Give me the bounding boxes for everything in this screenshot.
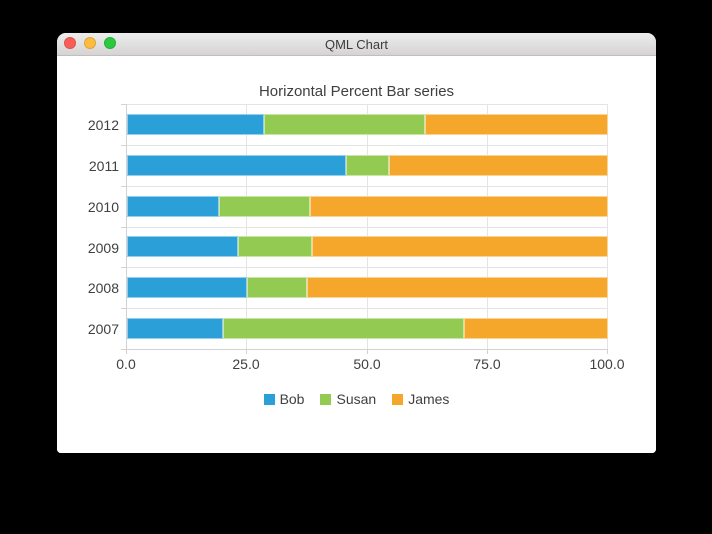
x-axis-label-25.0: 25.0	[232, 356, 260, 372]
bar-segment-bob-2008	[127, 277, 248, 298]
y-axis-tick	[121, 308, 126, 309]
bar-segment-bob-2009	[127, 236, 239, 257]
legend-item-susan: Susan	[320, 391, 376, 407]
gridline-horizontal	[126, 145, 607, 146]
gridline-horizontal	[126, 104, 607, 105]
gridline-vertical	[487, 104, 488, 349]
bar-segment-bob-2011	[127, 155, 346, 176]
gridline-horizontal	[126, 267, 607, 268]
bar-segment-james-2011	[389, 155, 609, 176]
x-axis-tick	[607, 349, 608, 354]
y-axis-tick	[121, 104, 126, 105]
y-axis-label-2010: 2010	[87, 198, 119, 215]
legend-label-susan: Susan	[336, 391, 377, 407]
legend-item-bob: Bob	[263, 391, 305, 407]
gridline-horizontal	[126, 227, 607, 228]
legend-label-james: James	[408, 391, 450, 407]
bar-segment-susan-2009	[238, 236, 312, 257]
bar-segment-james-2007	[463, 318, 608, 339]
bar-segment-james-2010	[310, 196, 608, 217]
y-axis-line	[126, 104, 127, 349]
bar-segment-james-2008	[307, 277, 608, 298]
bar-segment-bob-2007	[127, 318, 224, 339]
bar-segment-susan-2011	[345, 155, 390, 176]
bar-segment-susan-2007	[223, 318, 464, 339]
qml-chart-window: QML Chart Horizontal Percent Bar series …	[57, 33, 656, 453]
bar-row-2011	[127, 155, 609, 176]
bar-row-2012	[127, 114, 608, 135]
bar-row-2007	[127, 318, 608, 339]
y-axis-tick	[121, 227, 126, 228]
x-axis-tick	[487, 349, 488, 354]
bar-segment-james-2012	[424, 114, 608, 135]
gridline-vertical	[607, 104, 608, 349]
x-axis-label-0.0: 0.0	[116, 356, 136, 372]
y-axis-label-2008: 2008	[87, 279, 119, 296]
legend-label-bob: Bob	[279, 391, 305, 407]
x-axis-tick	[246, 349, 247, 354]
gridline-horizontal	[126, 308, 607, 309]
gridline-horizontal	[126, 186, 607, 187]
bar-segment-susan-2008	[247, 277, 308, 298]
bar-segment-susan-2012	[264, 114, 425, 135]
chart-area: Horizontal Percent Bar series Bob Susan Ja…	[57, 56, 656, 453]
chart-title: Horizontal Percent Bar series	[258, 83, 455, 100]
legend-marker-bob	[263, 393, 275, 405]
x-axis-label-75.0: 75.0	[473, 356, 501, 372]
bar-segment-susan-2010	[218, 196, 311, 217]
x-axis-tick	[367, 349, 368, 354]
y-axis-label-2011: 2011	[88, 157, 119, 174]
window-controls	[64, 37, 116, 49]
bar-segment-bob-2010	[127, 196, 219, 217]
y-axis-tick	[121, 145, 126, 146]
legend-marker-susan	[320, 393, 332, 405]
x-axis-label-50.0: 50.0	[353, 356, 381, 372]
legend: Bob Susan James	[57, 391, 656, 407]
y-axis-tick	[121, 186, 126, 187]
y-axis-label-2007: 2007	[87, 320, 119, 337]
y-axis-tick	[121, 267, 126, 268]
legend-marker-james	[392, 393, 404, 405]
window-title: QML Chart	[324, 36, 389, 52]
bar-segment-bob-2012	[127, 114, 265, 135]
y-axis-tick	[121, 349, 126, 350]
gridline-vertical	[367, 104, 368, 349]
x-axis-label-100.0: 100.0	[589, 356, 625, 372]
x-axis-tick	[126, 349, 127, 354]
bar-row-2009	[127, 236, 608, 257]
bar-segment-james-2009	[312, 236, 608, 257]
bar-row-2010	[127, 196, 608, 217]
legend-item-james: James	[392, 391, 449, 407]
gridline-vertical	[246, 104, 247, 349]
minimize-button[interactable]	[84, 37, 96, 49]
y-axis-label-2009: 2009	[87, 239, 119, 256]
window-titlebar[interactable]: QML Chart	[57, 33, 656, 56]
zoom-button[interactable]	[104, 37, 116, 49]
close-button[interactable]	[64, 37, 76, 49]
y-axis-label-2012: 2012	[87, 116, 119, 133]
bar-row-2008	[127, 277, 608, 298]
